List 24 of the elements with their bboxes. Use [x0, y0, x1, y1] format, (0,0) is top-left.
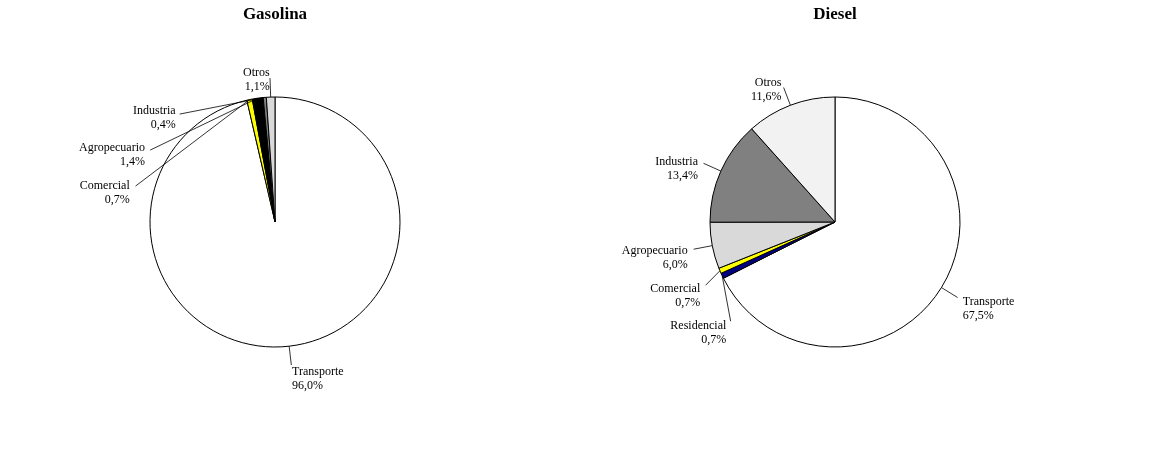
data-label: 1,4% — [120, 154, 146, 169]
data-label: 1,1% — [244, 79, 270, 94]
data-label: 6,0% — [662, 257, 688, 272]
data-label: 67,5% — [962, 307, 994, 322]
data-label: 0,7% — [104, 191, 130, 206]
slice-label: Transporte — [292, 364, 344, 379]
data-label: 0,7% — [675, 294, 701, 309]
slice-label: Residencial — [670, 318, 727, 333]
slice-label: Comercial — [650, 280, 701, 295]
slice-label: Agropecuario — [79, 140, 146, 155]
chart-title: Diesel — [813, 4, 857, 23]
chart-title: Gasolina — [242, 4, 308, 23]
data-label: 0,4% — [150, 116, 176, 131]
slice-label: Agropecuario — [621, 243, 688, 258]
data-label: 0,7% — [701, 332, 727, 347]
slice-label: Industria — [655, 153, 699, 168]
data-label: 13,4% — [667, 167, 699, 182]
data-label: 96,0% — [292, 378, 323, 393]
slice-label: Comercial — [79, 177, 131, 192]
slice-label: Transporte — [962, 293, 1015, 308]
slice-label: Industria — [133, 102, 177, 117]
slice-label: Otros — [754, 74, 782, 89]
slice-label: Otros — [243, 65, 271, 80]
data-label: 11,6% — [750, 88, 782, 103]
